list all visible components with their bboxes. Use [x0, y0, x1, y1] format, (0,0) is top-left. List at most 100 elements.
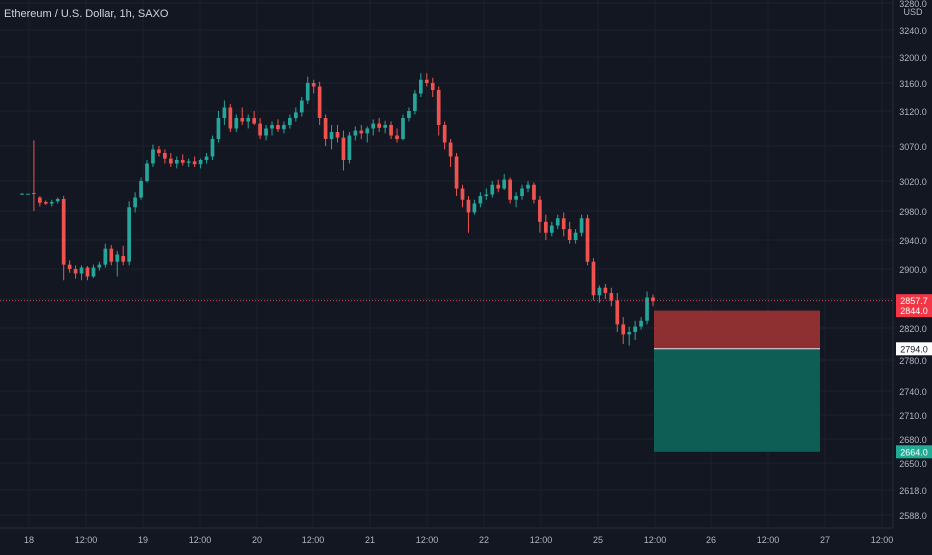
- candle: [335, 125, 340, 143]
- price-axis[interactable]: 3280.0 3240.0 3200.0 3160.0 3120.0 3070.0 3020…: [892, 0, 932, 550]
- candle-body: [514, 196, 518, 200]
- candle: [603, 284, 608, 299]
- candle-body: [395, 135, 399, 139]
- candle: [299, 97, 304, 117]
- candle-body: [198, 160, 203, 165]
- take-profit-zone[interactable]: [654, 348, 820, 452]
- candle-body: [448, 142, 453, 157]
- candle-body: [478, 196, 483, 204]
- candle-body: [121, 255, 126, 262]
- candle: [61, 196, 66, 281]
- time-tick-label: 20: [252, 535, 262, 545]
- candle-body: [234, 118, 239, 129]
- candle: [38, 196, 42, 207]
- candle: [466, 196, 471, 233]
- price-tick-label: 2900.0: [899, 265, 927, 275]
- time-tick-label: 18: [24, 535, 34, 545]
- price-tick-label: 3200.0: [899, 53, 927, 63]
- candle-body: [401, 118, 405, 139]
- candle: [246, 114, 251, 129]
- candle: [127, 201, 131, 266]
- candle-body: [472, 203, 477, 213]
- candle: [91, 264, 96, 278]
- candle: [347, 132, 352, 164]
- candle-body: [496, 184, 501, 189]
- entry-price-badge-bg: [896, 342, 932, 356]
- time-axis[interactable]: 18 12:00 19 12:00 20 12:00 21 12:00 22 12:00 25 12:…: [0, 527, 893, 545]
- candle: [490, 181, 495, 198]
- candle: [436, 86, 441, 136]
- candle: [520, 184, 524, 200]
- candle: [555, 214, 560, 230]
- candle-body: [228, 107, 233, 129]
- short-position-tool[interactable]: [654, 310, 820, 452]
- price-tick-label: 2780.0: [899, 356, 927, 366]
- candle-body: [597, 287, 602, 296]
- candle: [621, 317, 626, 344]
- candle: [597, 285, 602, 303]
- candle: [228, 104, 233, 132]
- price-tick-label: 2618.0: [899, 486, 927, 496]
- candle: [478, 192, 483, 208]
- stop-loss-zone[interactable]: [654, 310, 820, 349]
- stop-price-badge-text: 2844.0: [900, 306, 928, 316]
- candle: [192, 156, 197, 167]
- candle: [353, 126, 358, 141]
- candle: [270, 121, 274, 136]
- price-tick-label: 3160.0: [899, 79, 927, 89]
- candle: [204, 153, 209, 164]
- candle-body: [192, 161, 197, 165]
- candle: [198, 158, 203, 169]
- candle-body: [186, 161, 191, 163]
- candle-body: [61, 199, 66, 265]
- candle: [514, 192, 518, 208]
- candle: [365, 126, 370, 143]
- price-tick-label: 3020.0: [899, 177, 927, 187]
- candle-body: [91, 267, 96, 277]
- candle-body: [174, 160, 179, 164]
- candle: [454, 153, 459, 196]
- candle-body: [466, 199, 471, 213]
- candle: [121, 245, 126, 266]
- time-tick-label: 22: [479, 535, 489, 545]
- time-tick-label: 19: [138, 535, 148, 545]
- stop-price-badge-bg: [896, 304, 932, 318]
- time-tick-label: 12:00: [75, 535, 98, 545]
- candle-body: [645, 297, 649, 321]
- candle-body: [609, 293, 614, 301]
- candle-body: [490, 184, 495, 195]
- candle-body: [26, 193, 30, 195]
- candle-body: [288, 118, 292, 125]
- candle: [311, 79, 316, 94]
- candle-body: [180, 160, 185, 163]
- candle-body: [317, 86, 322, 118]
- candle: [55, 197, 60, 204]
- candle-body: [216, 118, 221, 139]
- price-tick-label: 3120.0: [899, 107, 927, 117]
- candle: [496, 179, 501, 193]
- candle-body: [418, 79, 423, 94]
- candle: [359, 125, 364, 139]
- candle: [430, 77, 435, 97]
- candle: [401, 114, 405, 141]
- candle-body: [549, 225, 554, 233]
- time-tick-label: 25: [593, 535, 603, 545]
- candle-body: [293, 112, 298, 118]
- candle: [371, 119, 376, 136]
- candle: [240, 107, 245, 125]
- candle: [151, 144, 155, 167]
- candle: [103, 243, 108, 268]
- candle: [293, 107, 298, 122]
- candle-body: [484, 194, 489, 196]
- time-tick-label: 12:00: [530, 535, 553, 545]
- candle-body: [258, 123, 262, 136]
- candle-body: [579, 218, 584, 233]
- candle-body: [436, 90, 441, 125]
- candle-body: [73, 269, 78, 274]
- candle-body: [555, 218, 560, 226]
- candle: [591, 258, 596, 301]
- candle-body: [157, 149, 161, 153]
- price-tick-label: 2680.0: [899, 435, 927, 445]
- candle: [32, 140, 36, 211]
